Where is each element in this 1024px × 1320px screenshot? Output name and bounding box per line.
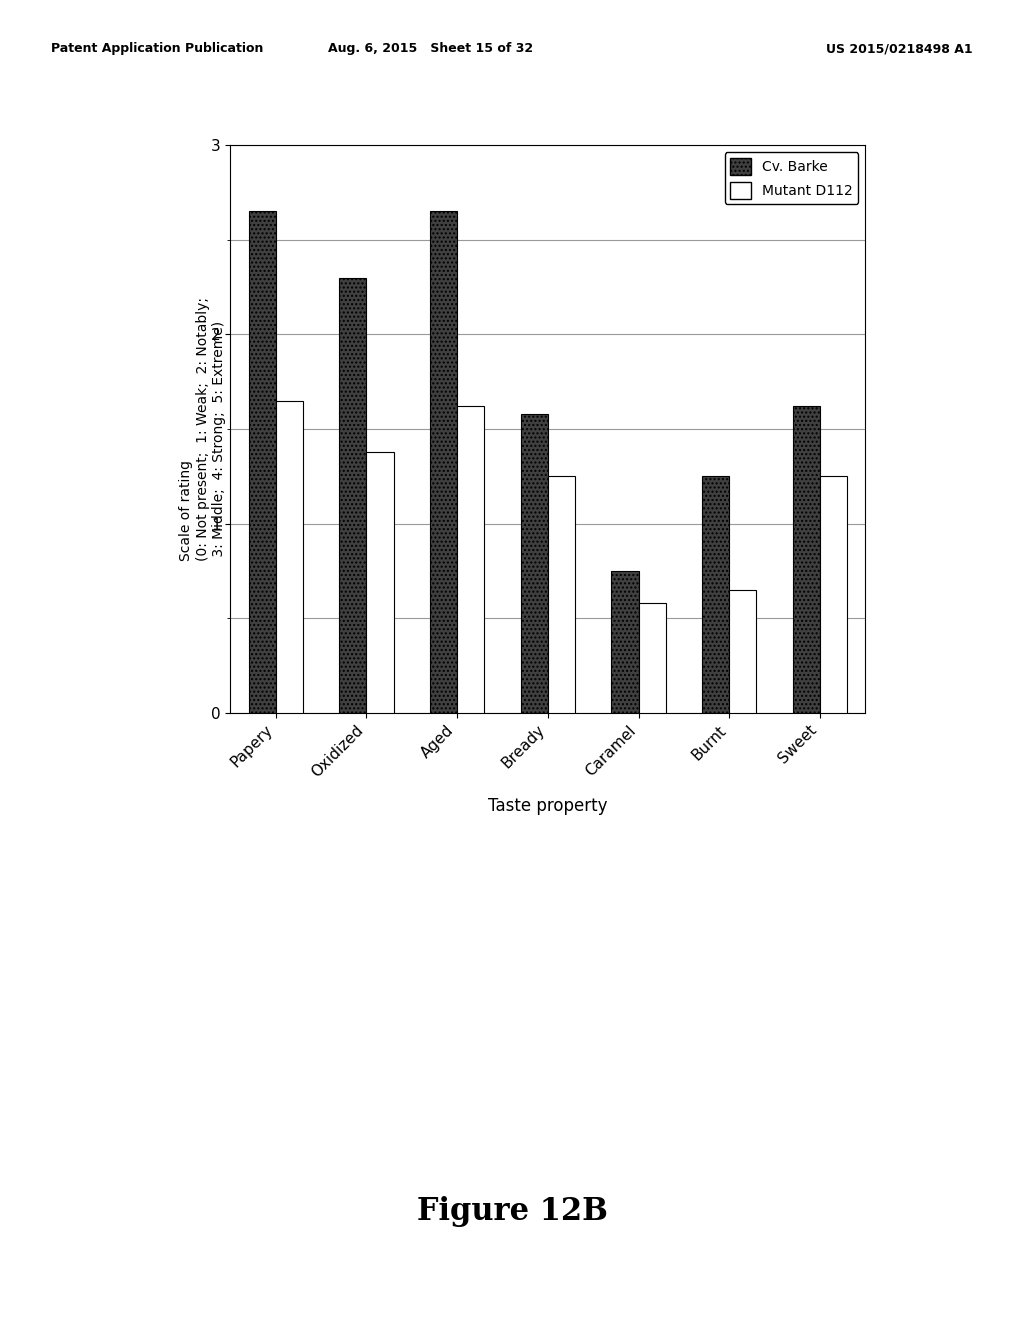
Bar (729, 590, 757, 713)
Text: Figure 12B: Figure 12B (417, 1196, 607, 1228)
Text: US 2015/0218498 A1: US 2015/0218498 A1 (826, 42, 973, 55)
Bar (457, 407, 484, 713)
Bar (249, 211, 275, 713)
Bar (367, 451, 393, 713)
Bar (339, 277, 367, 713)
Legend: Cv. Barke, Mutant D112: Cv. Barke, Mutant D112 (725, 152, 858, 205)
Bar (275, 401, 303, 713)
Bar (793, 407, 820, 713)
Bar (639, 603, 666, 713)
Bar (702, 477, 729, 713)
Y-axis label: Scale of rating
(0: Not present;  1: Weak;  2: Notably;
 3: Middle;  4: Strong; : Scale of rating (0: Not present; 1: Weak… (179, 297, 226, 561)
Bar (520, 414, 548, 713)
Bar (611, 570, 639, 713)
Text: Aug. 6, 2015   Sheet 15 of 32: Aug. 6, 2015 Sheet 15 of 32 (328, 42, 532, 55)
Bar (430, 211, 457, 713)
Text: Patent Application Publication: Patent Application Publication (51, 42, 263, 55)
Bar (548, 477, 575, 713)
X-axis label: Taste property: Taste property (488, 797, 607, 814)
Bar (820, 477, 847, 713)
